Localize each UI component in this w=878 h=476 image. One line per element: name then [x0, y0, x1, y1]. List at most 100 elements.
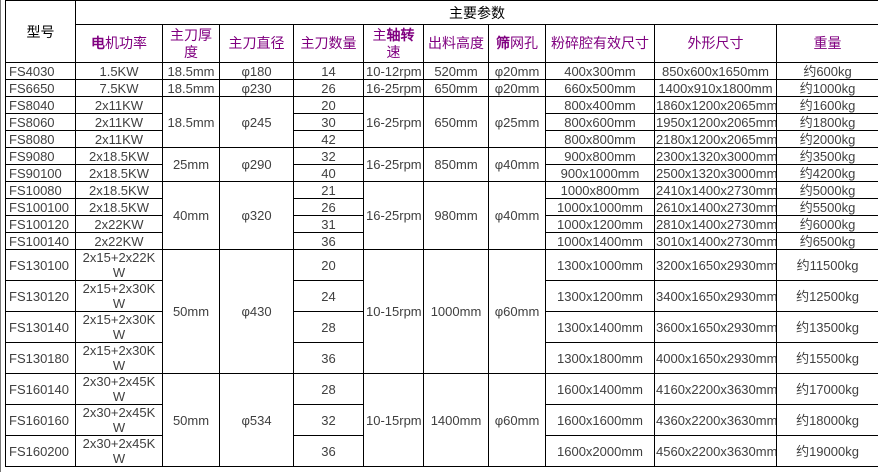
cell-dims: 4160x2200x3630mm — [654, 373, 777, 405]
cell-diameter: φ534 — [219, 373, 294, 467]
table-row: FS9080 2x18.5KW 25mm φ290 32 16-25rpm 850mm φ40… — [5, 147, 878, 182]
cell-chamber: 400x300mm — [545, 62, 655, 80]
cell-dims: 2180x1200x2065mm — [654, 130, 777, 148]
cell-power: 2x18.5KW — [75, 164, 163, 182]
column-header-diameter: 主刀直径 — [219, 24, 294, 63]
cell-model: FS10080 — [5, 181, 76, 199]
cell-power: 2x22KW — [75, 232, 163, 250]
cell-blades: 31 — [293, 215, 364, 233]
cell-blades: 28 — [293, 311, 364, 343]
column-header-thickness: 主刀厚度 — [162, 24, 220, 63]
cell-blades: 21 — [293, 181, 364, 199]
cell-weight: 约18000kg — [775, 404, 878, 436]
cell-weight: 约3500kg — [775, 147, 878, 165]
cell-dims: 4000x1650x2930mm — [654, 342, 777, 374]
cell-model: FS130140 — [5, 311, 76, 343]
cell-dims: 2810x1400x2730mm — [654, 215, 777, 233]
header-row-top: 型号 主要参数 — [5, 0, 878, 63]
cell-blades: 14 — [293, 62, 364, 80]
cell-thickness: 50mm — [162, 249, 220, 374]
cell-power: 1.5KW — [75, 62, 163, 80]
table-row: FS130180 2x15+2x30KW 36 1300x1800mm 4000x165… — [5, 342, 878, 374]
cell-diameter: φ180 — [219, 62, 294, 80]
header-row-sub: 电机功率 主刀厚度 主刀直径 主刀数量 主轴转速 出料高度 筛网孔 粉碎腔有效尺… — [6, 24, 878, 63]
cell-weight: 约4200kg — [775, 164, 878, 182]
table-row: FS160200 2x30+2x45KW 36 1600x2000mm 4560x220… — [5, 435, 878, 467]
cell-speed: 10-15rpm — [363, 249, 424, 374]
cell-dims: 3200x1650x2930mm — [654, 249, 777, 281]
cell-height: 980mm — [423, 181, 489, 250]
cell-dims: 2300x1320x3000mm — [654, 147, 777, 165]
cell-chamber: 1300x1000mm — [545, 249, 655, 281]
cell-speed: 16-25rpm — [363, 96, 424, 148]
cell-model: FS8060 — [5, 113, 76, 131]
cell-dims: 1950x1200x2065mm — [654, 113, 777, 131]
cell-weight: 约11500kg — [775, 249, 878, 281]
cell-thickness: 18.5mm — [162, 79, 220, 97]
header-text: 重量 — [813, 35, 842, 51]
cell-weight: 约6500kg — [775, 232, 878, 250]
cell-chamber: 1000x1400mm — [545, 232, 655, 250]
cell-dims: 1400x910x1800mm — [654, 79, 777, 97]
table-row: FS100100 2x18.5KW 26 1000x1000mm 2610x1400x2… — [5, 198, 878, 216]
header-text-bold: 筛 — [496, 35, 510, 51]
cell-screen: φ60mm — [488, 373, 546, 467]
table-row: FS4030 1.5KW 18.5mm φ180 14 10-12rpm 520mm φ20m… — [5, 62, 878, 80]
column-header-dims: 外形尺寸 — [654, 24, 777, 63]
cell-weight: 约19000kg — [775, 435, 878, 467]
cell-model: FS100100 — [5, 198, 76, 216]
header-text-bold: 轴转 — [386, 26, 415, 43]
cell-chamber: 1300x1200mm — [545, 280, 655, 312]
table-row: FS160160 2x30+2x45KW 32 1600x1600mm 4360x220… — [5, 404, 878, 436]
cell-thickness: 40mm — [162, 181, 220, 250]
cell-dims: 3600x1650x2930mm — [654, 311, 777, 343]
cell-screen: φ25mm — [488, 96, 546, 148]
cell-thickness: 18.5mm — [162, 62, 220, 80]
cell-chamber: 1000x1200mm — [545, 215, 655, 233]
cell-blades: 24 — [293, 280, 364, 312]
cell-dims: 1860x1200x2065mm — [654, 96, 777, 114]
cell-blades: 28 — [293, 373, 364, 405]
cell-screen: φ20mm — [488, 79, 546, 97]
cell-weight: 约600kg — [775, 62, 878, 80]
table-row: FS90100 2x18.5KW 40 900x1000mm 2500x1320x300… — [5, 164, 878, 182]
cell-height: 650mm — [423, 96, 489, 148]
cell-weight: 约2000kg — [775, 130, 878, 148]
table-row: FS10080 2x18.5KW 40mm φ320 21 16-25rpm 980mm φ4… — [5, 181, 878, 250]
cell-diameter: φ430 — [219, 249, 294, 374]
table-row: FS8040 2x11KW 18.5mm φ245 20 16-25rpm 650mm φ25… — [5, 96, 878, 148]
cell-dims: 2500x1320x3000mm — [654, 164, 777, 182]
cell-chamber: 900x800mm — [545, 147, 655, 165]
cell-power: 2x30+2x45KW — [75, 404, 163, 436]
cell-power: 2x15+2x30KW — [75, 311, 163, 343]
cell-blades: 32 — [293, 147, 364, 165]
cell-power: 2x30+2x45KW — [75, 435, 163, 467]
cell-speed: 10-12rpm — [363, 62, 424, 80]
cell-blades: 26 — [293, 79, 364, 97]
table-row: FS130140 2x15+2x30KW 28 1300x1400mm 3600x165… — [5, 311, 878, 343]
header-text: 粉碎腔有效尺寸 — [551, 35, 649, 51]
left-gridline — [0, 0, 1, 472]
cell-model: FS6650 — [5, 79, 76, 97]
cell-power: 2x22KW — [75, 215, 163, 233]
cell-model: FS130100 — [5, 249, 76, 281]
cell-dims: 2410x1400x2730mm — [654, 181, 777, 199]
cell-chamber: 1600x1400mm — [545, 373, 655, 405]
cell-chamber: 1300x1800mm — [545, 342, 655, 374]
header-text: 速 — [386, 43, 401, 60]
cell-chamber: 1300x1400mm — [545, 311, 655, 343]
cell-chamber: 800x400mm — [545, 96, 655, 114]
cell-blades: 32 — [293, 404, 364, 436]
cell-chamber: 660x500mm — [545, 79, 655, 97]
cell-model: FS130120 — [5, 280, 76, 312]
cell-thickness: 18.5mm — [162, 96, 220, 148]
cell-power: 2x30+2x45KW — [75, 373, 163, 405]
cell-blades: 36 — [293, 435, 364, 467]
column-header-speed: 主轴转速 — [363, 24, 424, 63]
cell-blades: 40 — [293, 164, 364, 182]
header-text: 外形尺寸 — [687, 35, 744, 51]
cell-model: FS8040 — [5, 96, 76, 114]
cell-height: 650mm — [423, 79, 489, 97]
cell-power: 2x15+2x30KW — [75, 280, 163, 312]
